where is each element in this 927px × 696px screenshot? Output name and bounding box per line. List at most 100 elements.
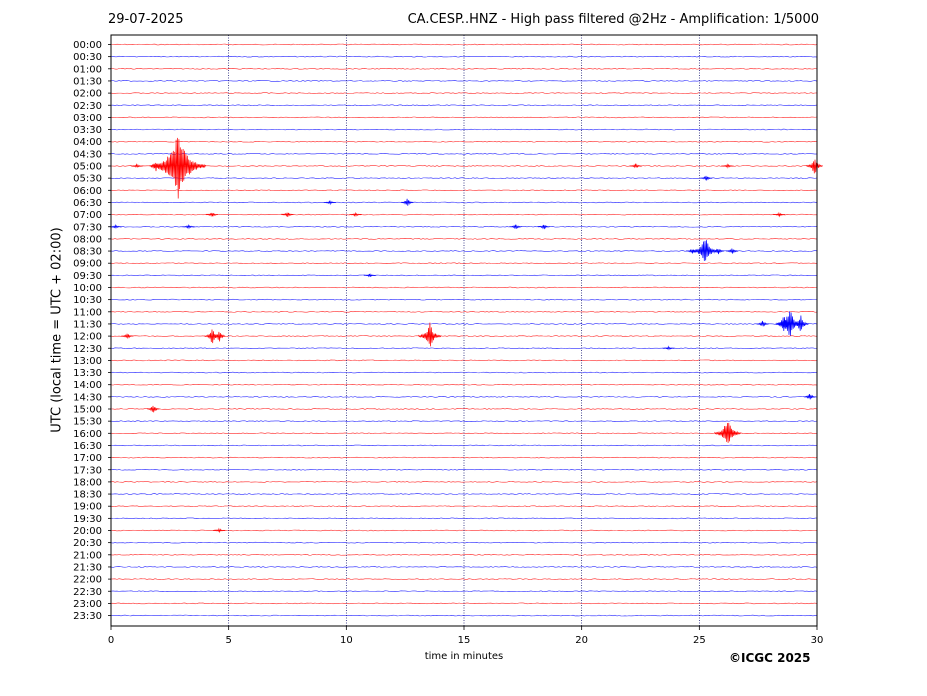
x-tick-label: 15 xyxy=(458,635,471,646)
y-tick-label: 22:00 xyxy=(73,575,102,586)
y-tick-label: 18:00 xyxy=(73,477,102,488)
event-12:00 xyxy=(121,333,134,339)
event-15:00 xyxy=(147,405,160,413)
y-tick-label: 12:00 xyxy=(73,332,102,343)
event-05:00 xyxy=(721,163,734,169)
y-tick-label: 07:30 xyxy=(73,222,102,233)
y-tick-label: 04:00 xyxy=(73,137,102,148)
x-axis-label: time in minutes xyxy=(424,651,504,662)
event-07:00 xyxy=(205,212,219,217)
event-05:00 xyxy=(130,163,143,168)
event-06:30 xyxy=(323,200,336,206)
y-tick-label: 06:30 xyxy=(73,198,102,209)
x-tick-labels: 0 5 10 15 20 25 30 xyxy=(108,626,824,646)
y-tick-label: 09:00 xyxy=(73,259,102,270)
event-07:30 xyxy=(182,223,195,230)
y-tick-label: 11:30 xyxy=(73,319,102,330)
event-08:30 xyxy=(692,240,719,261)
x-tick-label: 25 xyxy=(693,635,706,646)
event-07:30 xyxy=(509,224,522,230)
y-tick-label: 21:00 xyxy=(73,550,102,561)
event-11:30 xyxy=(756,320,769,327)
y-tick-label: 17:30 xyxy=(73,465,102,476)
trace-group xyxy=(109,43,823,617)
y-tick-label: 06:00 xyxy=(73,186,102,197)
trace-11:30 xyxy=(110,323,818,325)
trace-07:30 xyxy=(110,225,818,228)
y-tick-label: 23:30 xyxy=(73,611,102,622)
event-05:30 xyxy=(700,175,713,181)
y-tick-label: 15:00 xyxy=(73,405,102,416)
trace-08:00 xyxy=(110,238,818,240)
event-12:30 xyxy=(662,345,675,351)
chart-title: CA.CESP..HNZ - High pass filtered @2Hz -… xyxy=(407,12,819,27)
y-tick-label: 15:30 xyxy=(73,417,102,428)
trace-10:30 xyxy=(110,298,818,301)
y-tick-label: 01:30 xyxy=(73,76,102,87)
y-tick-label: 03:00 xyxy=(73,113,102,124)
x-tick-label: 5 xyxy=(225,635,231,646)
trace-11:00 xyxy=(110,311,818,313)
y-tick-label: 11:00 xyxy=(73,307,102,318)
y-tick-label: 10:30 xyxy=(73,295,102,306)
trace-05:00 xyxy=(110,165,818,167)
y-tick-label: 05:30 xyxy=(73,174,102,185)
y-tick-label: 19:00 xyxy=(73,502,102,513)
trace-18:00 xyxy=(110,481,818,483)
y-tick-label: 20:30 xyxy=(73,538,102,549)
trace-00:00 xyxy=(110,43,818,46)
y-tick-label: 10:00 xyxy=(73,283,102,294)
trace-04:30 xyxy=(110,153,818,155)
event-05:00 xyxy=(150,137,206,199)
event-12:00 xyxy=(212,331,226,342)
event-08:30 xyxy=(725,248,739,254)
event-20:00 xyxy=(212,527,226,534)
x-tick-label: 30 xyxy=(811,635,824,646)
trace-18:30 xyxy=(110,493,818,495)
y-tick-label: 21:30 xyxy=(73,562,102,573)
y-tick-label: 08:00 xyxy=(73,234,102,245)
y-tick-label: 08:30 xyxy=(73,247,102,258)
trace-14:30 xyxy=(110,396,818,398)
trace-01:00 xyxy=(110,68,818,70)
y-tick-label: 20:00 xyxy=(73,526,102,537)
y-axis-label: UTC (local time = UTC + 02:00) xyxy=(49,227,65,433)
event-08:30 xyxy=(711,248,725,255)
y-tick-label: 02:30 xyxy=(73,101,102,112)
copyright-label: ©ICGC 2025 xyxy=(729,651,811,665)
y-tick-label: 01:00 xyxy=(73,64,102,75)
y-tick-label: 16:30 xyxy=(73,441,102,452)
trace-23:00 xyxy=(110,602,818,605)
event-06:30 xyxy=(401,198,414,206)
y-tick-label: 23:00 xyxy=(73,599,102,610)
event-07:00 xyxy=(281,212,294,217)
y-tick-label: 18:30 xyxy=(73,490,102,501)
y-tick-label: 05:00 xyxy=(73,162,102,173)
vertical-grid xyxy=(228,35,700,626)
y-tick-label: 03:30 xyxy=(73,125,102,136)
event-05:00 xyxy=(629,163,642,169)
trace-15:00 xyxy=(110,408,818,410)
x-tick-label: 0 xyxy=(108,635,114,646)
y-tick-label: 04:30 xyxy=(73,149,102,160)
trace-17:30 xyxy=(110,468,818,471)
y-tick-label: 00:30 xyxy=(73,52,102,63)
x-tick-label: 20 xyxy=(575,635,588,646)
trace-04:00 xyxy=(110,140,818,143)
y-tick-label: 12:30 xyxy=(73,344,102,355)
y-tick-label: 14:00 xyxy=(73,380,102,391)
event-09:30 xyxy=(363,273,376,278)
trace-00:30 xyxy=(110,55,818,58)
trace-22:00 xyxy=(110,578,818,580)
event-11:30 xyxy=(792,315,809,331)
y-tick-label: 02:00 xyxy=(73,89,102,100)
event-05:00 xyxy=(806,159,823,174)
y-tick-label: 17:00 xyxy=(73,453,102,464)
trace-07:00 xyxy=(110,213,818,216)
y-tick-label: 09:30 xyxy=(73,271,102,282)
event-07:30 xyxy=(537,224,551,230)
y-tick-label: 14:30 xyxy=(73,392,102,403)
y-tick-label: 22:30 xyxy=(73,587,102,598)
y-tick-label: 13:00 xyxy=(73,356,102,367)
